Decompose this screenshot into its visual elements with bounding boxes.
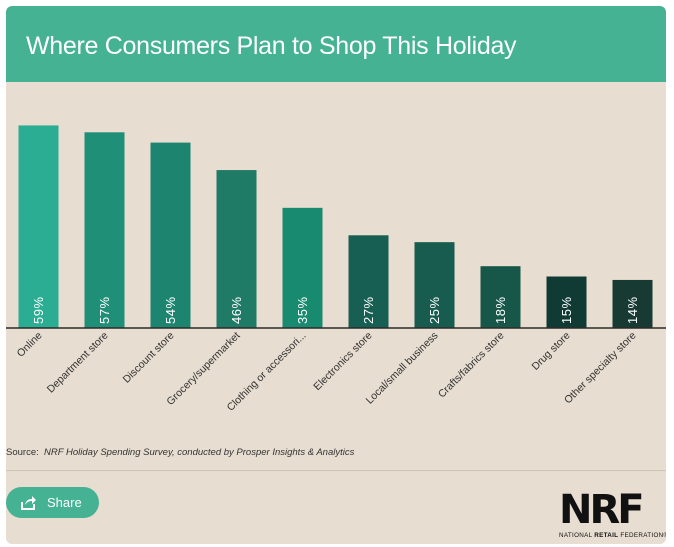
nrf-logo-subtitle: NATIONAL RETAIL FEDERATION® <box>559 532 667 539</box>
share-button[interactable]: Share <box>6 487 99 518</box>
bar[interactable] <box>150 142 191 328</box>
category-label: Crafts/fabrics store <box>436 330 507 401</box>
chart-title: Where Consumers Plan to Shop This Holida… <box>26 32 517 60</box>
category-label: Discount store <box>121 330 177 386</box>
category-label: Electronics store <box>311 330 374 393</box>
bar-value-label: 25% <box>427 296 442 324</box>
nrf-logo-sub-pre: NATIONAL <box>559 532 595 539</box>
source-note: Source: NRF Holiday Spending Survey, con… <box>6 447 354 458</box>
source-label: Source: <box>6 447 39 458</box>
bar[interactable] <box>282 207 323 328</box>
bar[interactable] <box>348 235 389 328</box>
chart-card: Where Consumers Plan to Shop This Holida… <box>6 6 666 544</box>
bar-value-label: 57% <box>97 296 112 324</box>
chart-header: Where Consumers Plan to Shop This Holida… <box>6 6 666 82</box>
bar[interactable] <box>612 279 653 328</box>
nrf-logo-reg: ® <box>664 532 667 539</box>
bar-value-label: 46% <box>229 296 244 324</box>
nrf-logo-word: NRF <box>559 487 645 533</box>
share-icon <box>21 495 36 510</box>
bar-value-label: 54% <box>163 296 178 324</box>
nrf-logo: NRF NATIONAL RETAIL FEDERATION® <box>559 487 667 542</box>
footer-divider <box>6 470 666 471</box>
bar[interactable] <box>216 170 257 328</box>
share-label: Share <box>47 495 82 510</box>
bar-value-label: 59% <box>31 296 46 324</box>
category-label: Drug store <box>529 330 572 373</box>
bar[interactable] <box>18 125 59 328</box>
category-label: Department store <box>45 330 111 396</box>
bar-value-label: 18% <box>493 296 508 324</box>
category-label: Local/small business <box>364 330 441 407</box>
source-text: NRF Holiday Spending Survey, conducted b… <box>44 447 355 458</box>
bar[interactable] <box>84 132 125 328</box>
bar[interactable] <box>414 242 455 328</box>
bar-value-label: 35% <box>295 296 310 324</box>
bar-value-label: 27% <box>361 296 376 324</box>
category-label: Other specialty store <box>562 330 639 407</box>
bar[interactable] <box>480 266 521 328</box>
bar-value-label: 14% <box>625 296 640 324</box>
bar[interactable] <box>546 276 587 329</box>
bar-value-label: 15% <box>559 296 574 324</box>
nrf-logo-sub-bold: RETAIL <box>594 532 619 539</box>
category-label: Online <box>15 330 45 360</box>
category-label: Grocery/supermarket <box>164 330 242 408</box>
bar-chart: 59% Online 57% Department store 54% Discount … <box>6 125 666 414</box>
nrf-logo-sub-post: FEDERATION <box>618 532 664 539</box>
